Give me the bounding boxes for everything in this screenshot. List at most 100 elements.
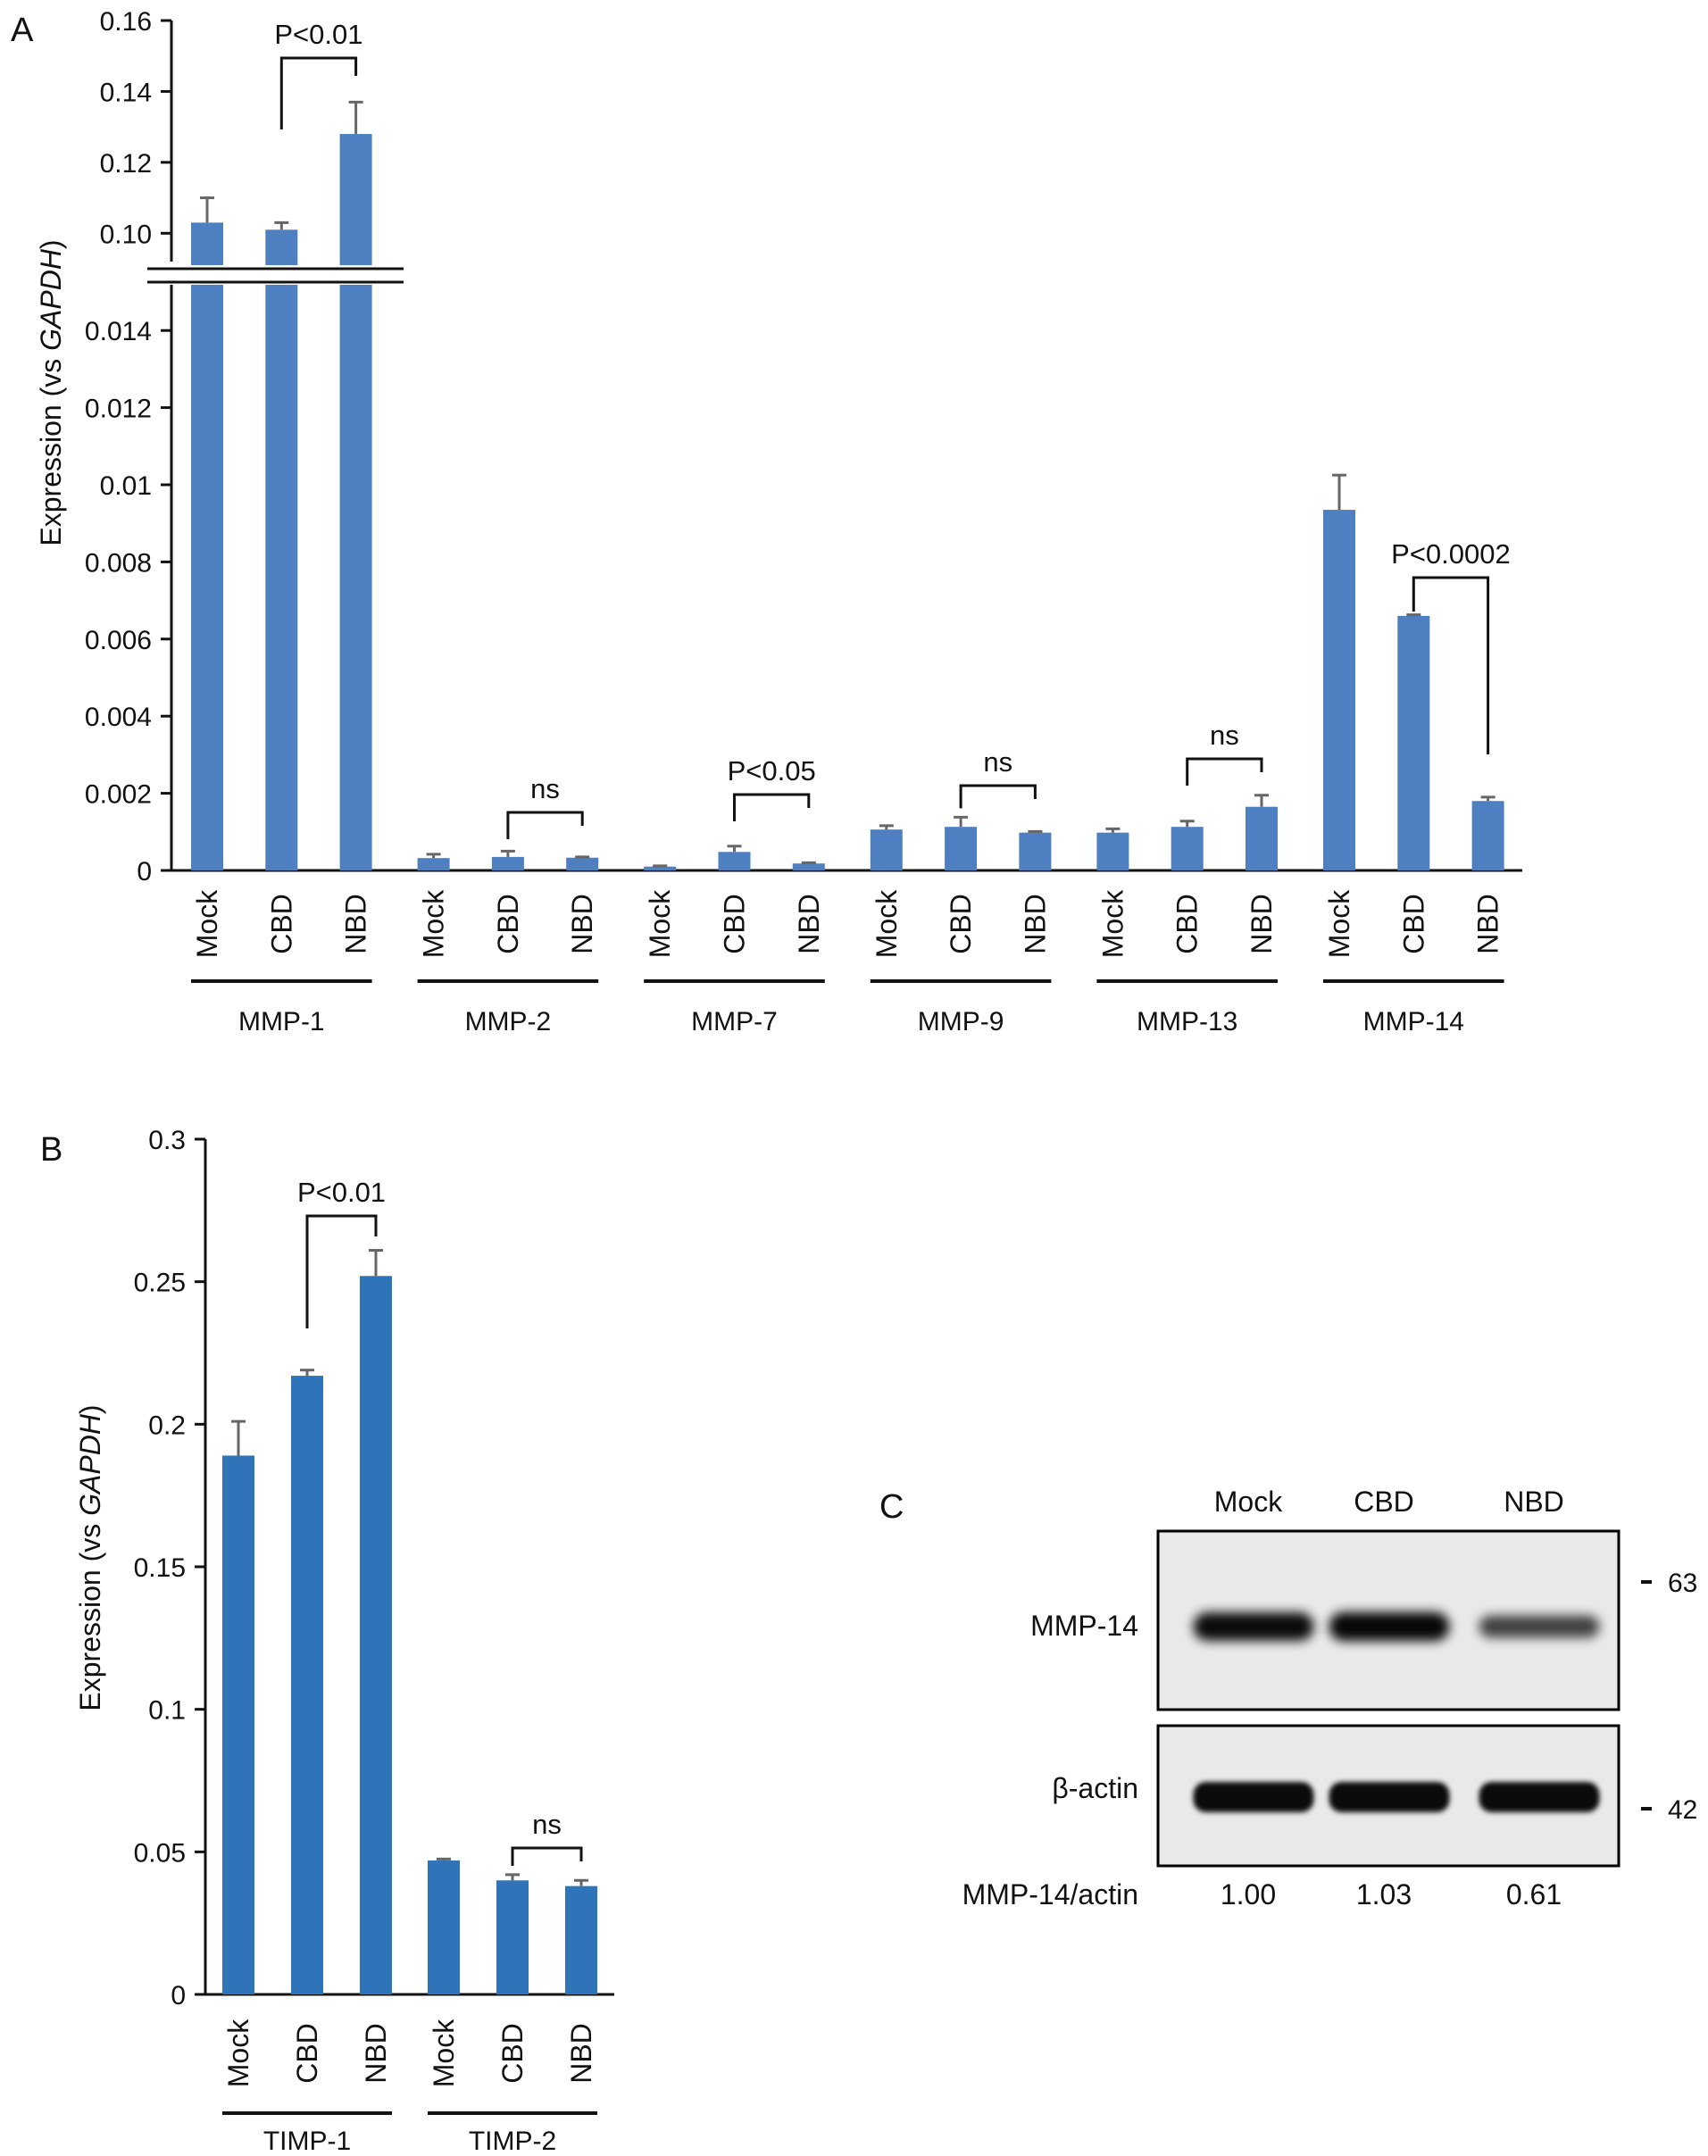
- x-tick-label: NBD: [565, 2023, 597, 2084]
- bar-timp-2-nbd: [565, 1885, 597, 1994]
- group-label: TIMP-1: [263, 2127, 351, 2156]
- x-tick-label: CBD: [1397, 894, 1429, 954]
- panel-label-b: B: [40, 1131, 62, 1169]
- lane-label: Mock: [1214, 1486, 1283, 1518]
- group-label: MMP-9: [918, 1007, 1004, 1036]
- bar-mmp-1-mock: [191, 222, 223, 870]
- x-tick-label: CBD: [291, 2023, 323, 2084]
- significance-bracket: [506, 811, 584, 839]
- group-label: MMP-1: [238, 1007, 325, 1036]
- y-tick-label: 0.16: [100, 7, 152, 37]
- lane-label: CBD: [1354, 1486, 1414, 1518]
- bar-mmp-13-nbd: [1246, 806, 1278, 870]
- y-tick-label: 0.2: [148, 1411, 186, 1440]
- ratio-value: 0.61: [1506, 1878, 1562, 1910]
- x-tick-label: Mock: [644, 889, 676, 958]
- significance-label: ns: [532, 1809, 562, 1840]
- significance-label: ns: [530, 773, 560, 804]
- x-tick-label: NBD: [340, 894, 372, 954]
- band-mmp14: [1479, 1615, 1600, 1638]
- y-axis-label-prefix: Expression (vs: [74, 1516, 106, 1711]
- band-actin: [1329, 1782, 1450, 1812]
- x-tick-label: Mock: [222, 2019, 254, 2087]
- y-tick-label: 0.012: [85, 395, 152, 424]
- significance-bracket: [733, 793, 811, 821]
- x-tick-label: NBD: [360, 2023, 392, 2084]
- y-tick-label: 0.12: [100, 149, 152, 179]
- y-axis-label-prefix: Expression (vs: [35, 351, 67, 546]
- panel-a-chart: A 0 0.002 0.004 0.006 0.008 0.01 0.012 0.014 0.10…: [11, 7, 1522, 1036]
- y-tick-label: 0.05: [134, 1838, 186, 1868]
- panel-b-chart: B 0 0.05 0.1 0.15 0.2 0.25 0.3 Expression (vs GA…: [40, 1126, 614, 2156]
- bar-mmp-9-cbd: [945, 827, 978, 870]
- y-tick-label: 0.10: [100, 220, 152, 249]
- x-tick-label: NBD: [793, 894, 825, 954]
- bar-mmp-14-mock: [1323, 510, 1355, 870]
- bar-mmp-13-mock: [1096, 832, 1129, 870]
- y-axis-label-gene: GAPDH: [35, 248, 67, 351]
- bar-mmp-7-nbd: [792, 863, 825, 870]
- bar-mmp-1-nbd: [339, 134, 372, 871]
- x-tick-label: CBD: [496, 2023, 529, 2084]
- bar-mmp-9-nbd: [1019, 832, 1052, 870]
- y-tick-label: 0: [137, 857, 152, 887]
- marker-label: 42: [1668, 1795, 1697, 1825]
- group-label: MMP-13: [1137, 1007, 1237, 1036]
- marker-label: 63: [1668, 1569, 1697, 1598]
- bar-mmp-2-cbd: [491, 856, 524, 870]
- row-label: MMP-14: [1030, 1610, 1138, 1642]
- bar-timp-1-cbd: [291, 1376, 323, 1994]
- significance-bracket: [1412, 576, 1490, 754]
- y-axis-label-suffix: ): [74, 1404, 106, 1414]
- y-tick-label: 0.002: [85, 780, 152, 810]
- y-axis-label-suffix: ): [35, 239, 67, 249]
- x-tick-label: Mock: [1323, 889, 1355, 958]
- lane-label: NBD: [1504, 1486, 1564, 1518]
- y-tick-label: 0.1: [148, 1696, 186, 1726]
- bar-mmp-13-cbd: [1171, 827, 1204, 870]
- ratio-value: 1.00: [1221, 1878, 1276, 1910]
- group-label: MMP-7: [691, 1007, 778, 1036]
- bar-mmp-9-mock: [870, 829, 903, 870]
- x-tick-label: Mock: [191, 889, 223, 958]
- y-axis-label-gene: GAPDH: [74, 1413, 106, 1516]
- y-tick-label: 0: [171, 1981, 186, 2010]
- y-tick-label: 0.014: [85, 317, 152, 346]
- y-tick-label: 0.3: [148, 1126, 186, 1155]
- bar-mmp-2-nbd: [566, 857, 599, 870]
- x-tick-label: CBD: [945, 894, 977, 954]
- bar-mmp-2-mock: [417, 858, 450, 870]
- bar-timp-2-cbd: [496, 1880, 529, 1994]
- y-tick-label: 0.006: [85, 626, 152, 655]
- x-tick-label: CBD: [492, 894, 524, 954]
- bar-mmp-7-mock: [644, 866, 677, 870]
- y-axis-label: Expression (vs GAPDH): [35, 239, 67, 545]
- y-tick-label: 0.14: [100, 78, 152, 107]
- bar-timp-1-nbd: [360, 1276, 392, 1994]
- x-tick-label: CBD: [265, 894, 297, 954]
- x-tick-label: CBD: [719, 894, 751, 954]
- ratio-label: MMP-14/actin: [962, 1878, 1138, 1910]
- bar-mmp-1-cbd: [265, 229, 298, 870]
- band-actin: [1479, 1782, 1600, 1812]
- group-label: MMP-2: [465, 1007, 552, 1036]
- band-mmp14: [1193, 1612, 1314, 1641]
- y-tick-label: 0.008: [85, 548, 152, 578]
- y-tick-label: 0.004: [85, 703, 152, 732]
- row-label: β-actin: [1052, 1772, 1138, 1804]
- y-axis-label: Expression (vs GAPDH): [74, 1404, 106, 1711]
- x-tick-label: NBD: [566, 894, 598, 954]
- x-tick-label: Mock: [418, 889, 450, 958]
- x-tick-label: Mock: [871, 889, 903, 958]
- significance-bracket: [959, 784, 1037, 809]
- panel-c-western-blot: C Mock CBD NBD MMP-14 β-actin 63 42 MMP-14/actin…: [879, 1486, 1697, 1910]
- significance-bracket: [305, 1214, 378, 1328]
- y-tick-label: 0.01: [100, 471, 152, 501]
- group-label: MMP-14: [1363, 1007, 1464, 1036]
- significance-label: ns: [1210, 720, 1239, 751]
- significance-label: P<0.01: [274, 19, 362, 50]
- band-mmp14: [1329, 1611, 1450, 1642]
- bar-mmp-7-cbd: [718, 852, 751, 870]
- x-tick-label: CBD: [1171, 894, 1204, 954]
- significance-label: ns: [983, 746, 1012, 778]
